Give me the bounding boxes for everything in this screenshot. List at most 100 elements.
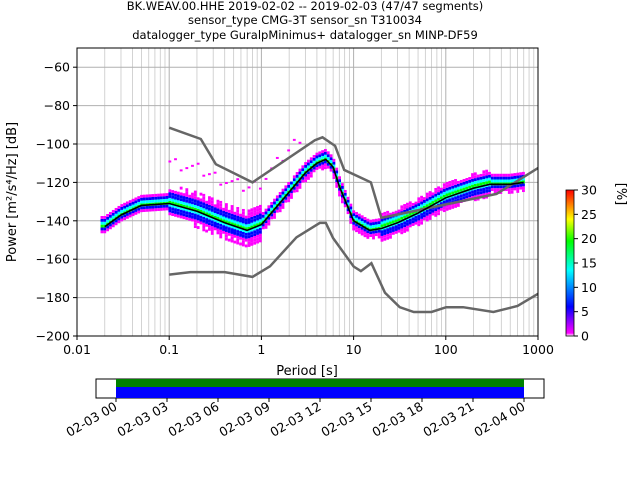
heatmap-cell: [256, 211, 259, 215]
heatmap-cell: [377, 232, 381, 236]
heatmap-cell: [516, 175, 520, 179]
heatmap-cell: [502, 176, 506, 180]
heatmap-cell: [499, 173, 503, 177]
heatmap-cell: [389, 212, 392, 216]
heatmap-cell: [513, 175, 517, 179]
heatmap-cell: [321, 150, 325, 154]
heatmap-cell: [403, 204, 407, 207]
heatmap-cell: [357, 213, 361, 217]
heatmap-cell: [301, 179, 305, 183]
heatmap-cell: [216, 217, 220, 220]
heatmap-cell: [196, 162, 200, 165]
heatmap-cell: [307, 162, 310, 166]
heatmap-cell: [267, 208, 271, 212]
heatmap-cell: [372, 236, 375, 240]
heatmap-cell: [227, 218, 231, 222]
heatmap-cell: [499, 188, 503, 192]
x-tick-label: 0.01: [63, 342, 91, 357]
heatmap-cell: [278, 209, 282, 213]
heatmap-cell: [205, 209, 209, 213]
heatmap-cell: [182, 196, 186, 199]
heatmap-cell: [168, 200, 172, 204]
heatmap-cell: [479, 176, 483, 180]
heatmap-cell: [191, 207, 194, 210]
heatmap-cell: [188, 217, 192, 221]
heatmap-cell: [264, 177, 268, 180]
heatmap-cell: [431, 209, 435, 213]
heatmap-cell: [377, 221, 381, 225]
heatmap-cell: [193, 207, 197, 211]
heatmap-cell: [179, 209, 183, 213]
heatmap-cell: [222, 216, 226, 220]
heatmap-cell: [188, 209, 192, 213]
date-tick-label: 02-03 09: [216, 399, 272, 440]
heatmap-cell: [227, 230, 231, 233]
heatmap-cell: [171, 207, 175, 211]
heatmap-cell: [292, 138, 296, 141]
heatmap-cell: [428, 199, 432, 203]
heatmap-cell: [216, 214, 220, 218]
heatmap-cell: [273, 210, 276, 214]
heatmap-cell: [120, 207, 124, 210]
heatmap-cell: [324, 160, 327, 164]
heatmap-cell: [473, 189, 477, 193]
heatmap-cell: [185, 217, 189, 220]
heatmap-cell: [369, 231, 373, 235]
heatmap-cell: [465, 195, 469, 199]
heatmap-cell: [428, 211, 432, 215]
heatmap-cell: [267, 222, 271, 226]
heatmap-cell: [145, 194, 149, 198]
heatmap-cell: [488, 186, 491, 190]
heatmap-cell: [120, 209, 124, 213]
y-tick-label: −160: [36, 252, 70, 267]
heatmap-cell: [281, 194, 285, 198]
heatmap-cell: [111, 215, 115, 219]
heatmap-cell: [219, 223, 223, 227]
heatmap-cell: [335, 167, 339, 171]
heatmap-cell: [499, 179, 503, 183]
heatmap-cell: [256, 223, 259, 227]
heatmap-cell: [250, 214, 254, 217]
heatmap-cell: [386, 216, 390, 220]
heatmap-cell: [448, 206, 452, 210]
heatmap-cell: [366, 230, 370, 234]
heatmap-cell: [256, 217, 259, 221]
heatmap-cell: [227, 212, 231, 216]
heatmap-cell: [244, 227, 248, 231]
heatmap-cell: [355, 211, 358, 215]
heatmap-cell: [227, 232, 231, 236]
heatmap-cell: [199, 198, 203, 202]
heatmap-cell: [219, 218, 223, 222]
heatmap-cell: [397, 215, 401, 219]
heatmap-cell: [425, 198, 429, 202]
colorbar-ticks: 0 5 10 15 20 25 30: [574, 183, 597, 344]
heatmap-cell: [250, 225, 254, 229]
x-tick-label: 0.1: [159, 342, 179, 357]
heatmap-cell: [465, 183, 469, 187]
heatmap-cell: [522, 177, 525, 181]
heatmap-cell: [145, 200, 149, 204]
heatmap-cell: [406, 220, 409, 223]
heatmap-cell: [199, 221, 203, 225]
noise-model-nhnm: [168, 126, 538, 220]
heatmap-cell: [244, 215, 248, 219]
heatmap-cell: [213, 221, 217, 225]
heatmap-cell: [193, 196, 197, 200]
heatmap-cell: [439, 190, 443, 194]
heatmap-cell: [516, 189, 520, 193]
date-tick-label: 02-03 12: [267, 399, 323, 440]
date-tick-label: 02-03 03: [114, 399, 170, 440]
heatmap-cell: [403, 221, 407, 225]
heatmap-cell: [304, 173, 308, 177]
heatmap-cell: [349, 206, 353, 210]
heatmap-cell: [193, 222, 197, 226]
heatmap-cell: [397, 209, 401, 213]
heatmap-cell: [210, 206, 214, 209]
noise-model-nlnm: [169, 221, 538, 314]
heatmap-cell: [329, 168, 333, 172]
heatmap-cell: [278, 203, 282, 207]
heatmap-cell: [171, 192, 175, 196]
heatmap-cell: [100, 216, 104, 219]
heatmap-cell: [117, 208, 121, 212]
heatmap-cell: [411, 202, 415, 206]
